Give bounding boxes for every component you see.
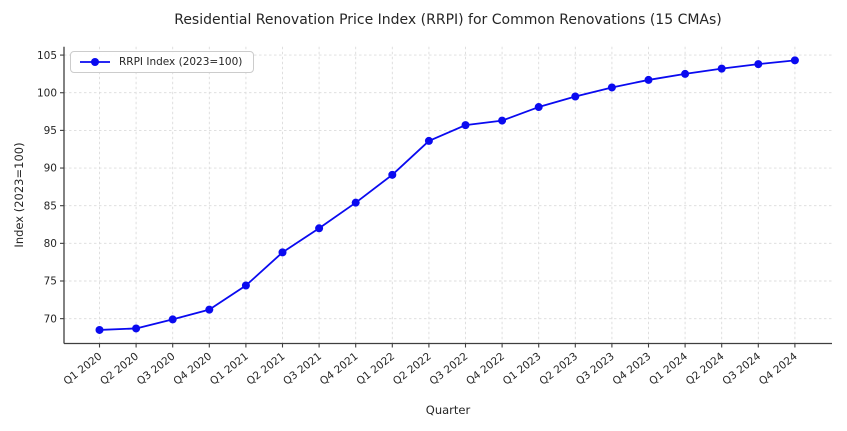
y-tick-label: 85 [44,200,57,212]
x-axis-label: Quarter [425,403,471,417]
data-point [205,305,214,314]
y-axis-ticks: 70 75 80 85 90 95 100 105 [37,50,64,325]
data-point [790,56,799,65]
x-tick-label: Q3 2021 [281,350,324,387]
y-tick-label: 90 [44,163,57,175]
data-series [95,56,799,334]
y-axis-label: Index (2023=100) [12,142,26,248]
legend: RRPI Index (2023=100) [70,51,255,73]
legend-label: RRPI Index (2023=100) [119,56,243,68]
chart-title: Residential Renovation Price Index (RRPI… [174,12,722,28]
data-point [498,116,507,125]
x-tick-label: Q4 2023 [610,350,653,387]
x-tick-label: Q3 2022 [427,350,470,387]
x-tick-label: Q2 2022 [391,350,434,387]
data-point [607,83,616,92]
data-point [351,198,360,207]
y-tick-label: 70 [44,313,57,325]
y-tick-label: 100 [37,87,57,99]
x-tick-label: Q2 2020 [98,350,141,387]
x-tick-label: Q3 2020 [135,350,178,387]
x-tick-label: Q1 2022 [354,350,397,387]
data-point [278,248,287,257]
x-tick-label: Q3 2023 [574,350,617,387]
x-tick-label: Q2 2021 [244,350,287,387]
x-tick-label: Q4 2022 [464,350,507,387]
x-tick-label: Q2 2024 [684,350,727,387]
data-point [132,324,141,333]
y-tick-label: 95 [44,125,57,137]
x-tick-label: Q4 2020 [171,350,214,387]
x-tick-label: Q1 2024 [647,350,690,387]
data-point [754,60,763,69]
data-point [315,224,324,233]
gridlines [64,46,832,344]
x-tick-label: Q1 2023 [501,350,544,387]
data-point [168,315,177,324]
y-tick-label: 75 [44,276,57,288]
data-point [388,170,397,179]
x-tick-label: Q2 2023 [537,350,580,387]
axes-spines [63,46,832,345]
data-point [717,64,726,73]
data-point [241,281,250,290]
data-point [461,121,470,130]
x-tick-label: Q1 2020 [61,350,104,387]
x-tick-label: Q1 2021 [208,350,251,387]
data-point [95,325,104,334]
data-point [534,103,543,112]
x-tick-label: Q4 2021 [318,350,361,387]
data-point [571,92,580,101]
y-tick-label: 80 [44,238,57,250]
legend-line-sample-icon [80,58,110,66]
y-tick-label: 105 [37,50,57,62]
x-tick-label: Q4 2024 [757,350,800,387]
data-point [424,136,433,145]
x-tick-label: Q3 2024 [720,350,763,387]
data-point [681,69,690,78]
series-line [99,59,795,331]
data-point [644,75,653,84]
